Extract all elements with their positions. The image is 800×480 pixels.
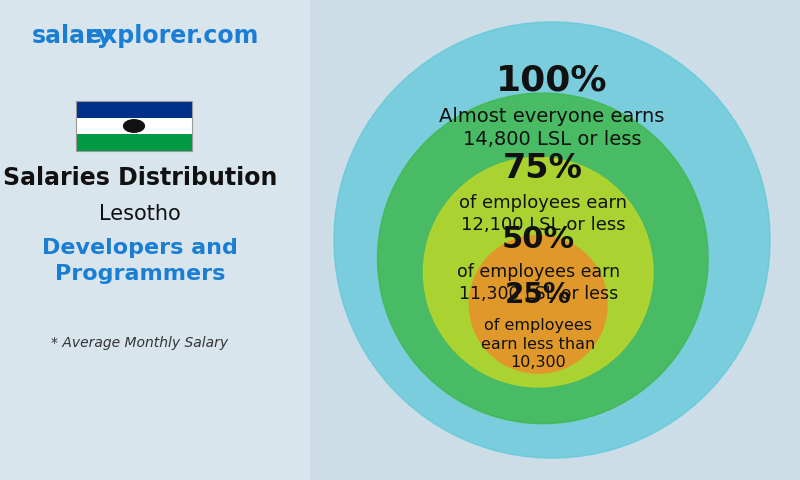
- Text: Salaries Distribution: Salaries Distribution: [3, 166, 277, 190]
- FancyBboxPatch shape: [0, 0, 310, 480]
- Circle shape: [470, 235, 607, 373]
- Text: explorer.com: explorer.com: [86, 24, 258, 48]
- Circle shape: [378, 93, 708, 424]
- Text: Lesotho: Lesotho: [99, 204, 181, 224]
- Text: 100%: 100%: [496, 64, 608, 97]
- Text: of employees
earn less than
10,300: of employees earn less than 10,300: [481, 318, 595, 370]
- Text: * Average Monthly Salary: * Average Monthly Salary: [51, 336, 229, 350]
- Circle shape: [423, 157, 653, 387]
- Text: salary: salary: [32, 24, 113, 48]
- Text: Developers and
Programmers: Developers and Programmers: [42, 238, 238, 284]
- Text: 25%: 25%: [505, 281, 571, 309]
- Text: of employees earn
11,300 LSL or less: of employees earn 11,300 LSL or less: [457, 263, 620, 303]
- Text: 75%: 75%: [503, 152, 582, 185]
- Text: of employees earn
12,100 LSL or less: of employees earn 12,100 LSL or less: [459, 194, 627, 234]
- Text: 50%: 50%: [502, 225, 574, 254]
- Circle shape: [334, 22, 770, 458]
- Text: Almost everyone earns
14,800 LSL or less: Almost everyone earns 14,800 LSL or less: [439, 107, 665, 149]
